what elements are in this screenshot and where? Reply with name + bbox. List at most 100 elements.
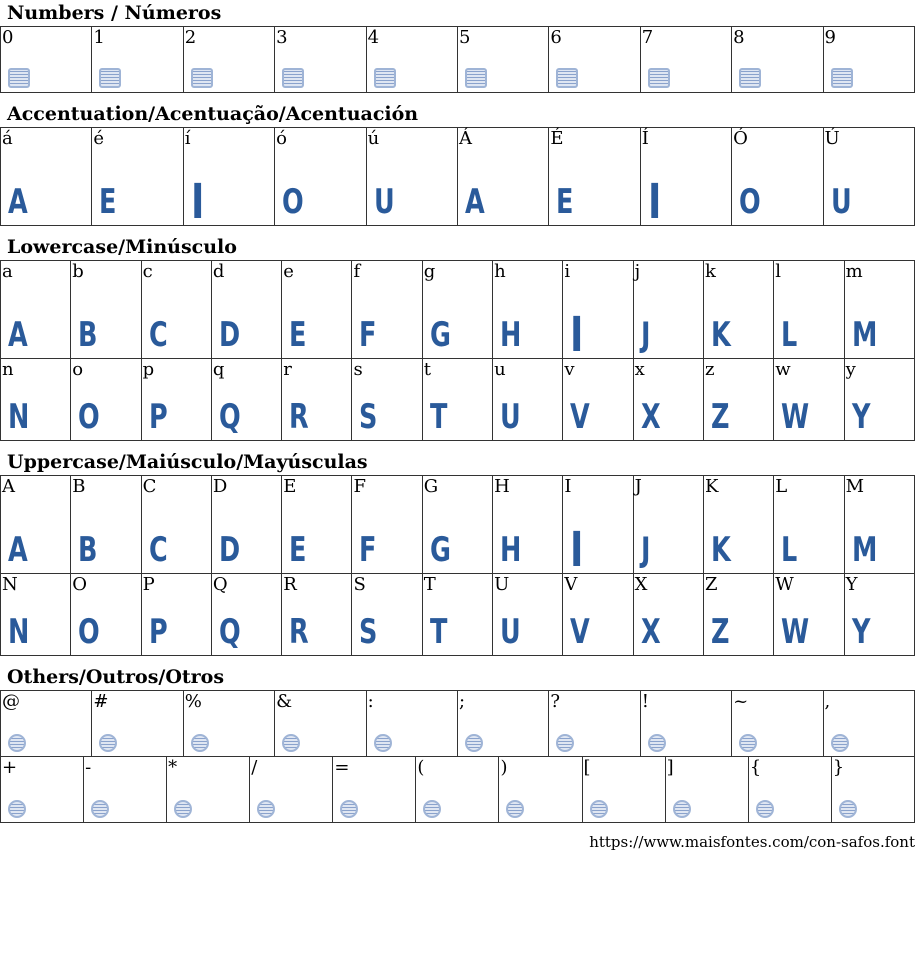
character-label: F xyxy=(353,476,366,497)
character-label: s xyxy=(353,359,363,380)
section-title: Lowercase/Minúsculo xyxy=(7,236,237,258)
character-label: O xyxy=(72,574,88,595)
character-label: ú xyxy=(367,128,380,149)
character-label: w xyxy=(775,359,791,380)
glyph-preview: Q xyxy=(218,397,241,437)
character-label: o xyxy=(72,359,84,380)
glyph-preview: I xyxy=(570,307,584,363)
character-label: n xyxy=(2,359,14,380)
glyph-preview: R xyxy=(289,397,309,437)
glyph-cell: 8 xyxy=(731,26,824,93)
character-label: [ xyxy=(583,757,591,778)
glyph-cell: } xyxy=(830,756,916,823)
glyph-preview: E xyxy=(99,182,117,222)
character-label: a xyxy=(2,261,13,282)
character-label: 2 xyxy=(184,27,197,48)
section-4: Others/Outros/Otros @ #% &:;?! ~, + - * / = () [] {} xyxy=(0,664,916,823)
character-label: B xyxy=(72,476,86,497)
glyph-cell: ( xyxy=(415,756,500,823)
glyph-preview: G xyxy=(429,530,451,570)
character-label: { xyxy=(749,757,762,778)
character-label: I xyxy=(564,476,572,497)
character-label: : xyxy=(367,691,374,712)
glyph-cell: ] xyxy=(664,756,749,823)
source-url[interactable]: https://www.maisfontes.com/con-safos.fon… xyxy=(589,833,915,851)
character-label: Q xyxy=(212,574,228,595)
missing-glyph-icon xyxy=(190,734,209,752)
character-label: l xyxy=(775,261,782,282)
character-label: h xyxy=(494,261,506,282)
glyph-preview: U xyxy=(830,182,852,222)
character-label: x xyxy=(634,359,645,380)
character-label: j xyxy=(634,261,641,282)
glyph-preview: M xyxy=(851,315,877,355)
glyph-preview: I xyxy=(647,174,662,230)
glyph-preview: N xyxy=(8,612,30,652)
glyph-preview: L xyxy=(781,530,798,570)
glyph-cell: { xyxy=(747,756,832,823)
missing-glyph-icon xyxy=(838,800,857,818)
missing-glyph-icon xyxy=(8,800,26,818)
character-label: % xyxy=(184,691,202,712)
glyph-preview: U xyxy=(373,182,395,222)
character-label: ] xyxy=(666,757,674,778)
missing-glyph-icon xyxy=(373,68,396,88)
glyph-cell: ~ xyxy=(731,690,824,757)
character-label: d xyxy=(212,261,225,282)
glyph-cell: + xyxy=(0,756,85,823)
missing-glyph-icon xyxy=(464,68,487,88)
glyph-preview: O xyxy=(739,182,761,222)
glyph-cell: ? xyxy=(548,690,641,757)
character-label: D xyxy=(212,476,228,497)
glyph-preview: P xyxy=(148,612,168,652)
character-label: W xyxy=(775,574,794,595)
glyph-cell: ) xyxy=(498,756,583,823)
font-preview-sheet: Numbers / Números 0 1 2 3 4 5 6 7 8 9 Accentuation/… xyxy=(0,2,916,823)
character-label: S xyxy=(353,574,366,595)
character-label: 3 xyxy=(276,27,288,48)
glyph-preview: F xyxy=(359,530,377,570)
character-label: Z xyxy=(704,574,718,595)
glyph-table: @ #% &:;?! ~, xyxy=(0,690,916,757)
missing-glyph-icon xyxy=(506,800,525,818)
character-label: = xyxy=(334,757,350,778)
missing-glyph-icon xyxy=(739,734,758,752)
character-label: R xyxy=(283,574,297,595)
glyph-preview: C xyxy=(148,530,168,570)
glyph-preview: D xyxy=(218,530,241,570)
missing-glyph-icon xyxy=(647,734,666,752)
glyph-preview: U xyxy=(500,612,521,652)
glyph-preview: O xyxy=(78,397,100,437)
glyph-preview: E xyxy=(289,530,307,570)
glyph-preview: Y xyxy=(851,612,871,652)
character-label: y xyxy=(845,359,856,380)
missing-glyph-icon xyxy=(190,68,213,88)
character-label: 1 xyxy=(93,27,105,48)
glyph-preview: D xyxy=(218,315,241,355)
character-label: - xyxy=(85,757,92,778)
glyph-preview: N xyxy=(8,397,30,437)
character-label: J xyxy=(634,476,642,497)
glyph-preview: C xyxy=(148,315,168,355)
character-label: N xyxy=(2,574,18,595)
